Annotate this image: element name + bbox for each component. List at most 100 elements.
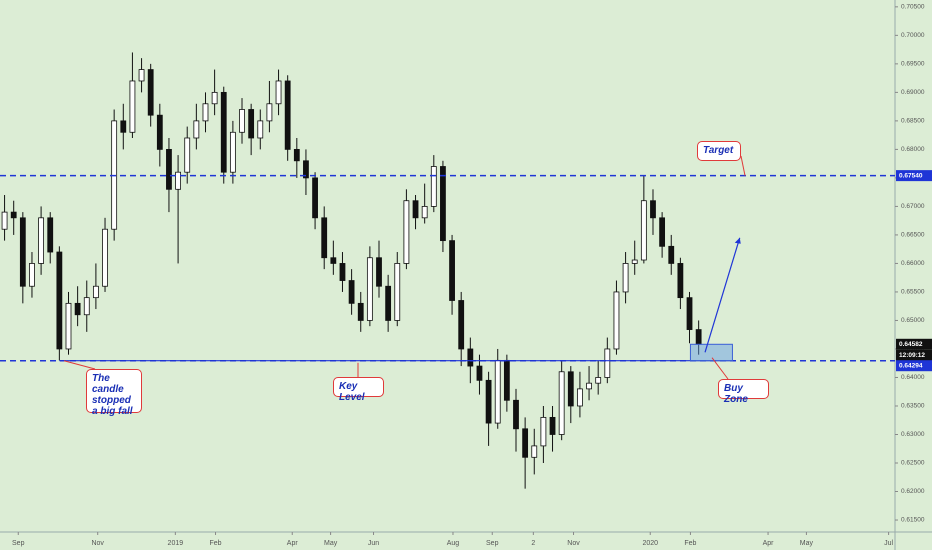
x-tick-label: Jul — [884, 540, 893, 547]
candle-body — [458, 300, 465, 350]
y-tick-label: 0.61500 — [901, 517, 925, 524]
callout-pointer — [711, 357, 729, 380]
candle-body — [284, 80, 291, 150]
candle-body — [394, 263, 401, 321]
x-tick-label: Nov — [91, 540, 104, 547]
candle-body — [248, 109, 255, 139]
candle-body — [513, 399, 519, 430]
price-label-box — [896, 349, 932, 361]
candle-body — [321, 217, 328, 259]
x-tick-label: Sep — [12, 540, 25, 547]
candle-body — [412, 200, 419, 219]
candle-body — [120, 120, 127, 133]
candle-body — [567, 371, 574, 407]
candle-body — [540, 416, 547, 447]
y-tick-label: 0.64000 — [901, 374, 925, 381]
candle-body — [38, 217, 44, 264]
x-tick-label: 2 — [531, 540, 535, 547]
candle-body — [147, 69, 154, 116]
candle-body — [229, 131, 236, 173]
candle-body — [577, 388, 583, 407]
x-tick-label: Nov — [567, 540, 580, 547]
candle-body — [650, 200, 656, 219]
buy-zone — [689, 343, 733, 362]
candle-body — [330, 257, 337, 264]
candle-body — [613, 291, 620, 350]
candle-body — [211, 91, 218, 105]
x-tick-label: 2020 — [642, 540, 658, 547]
candle-body — [184, 137, 191, 173]
y-tick-label: 0.68000 — [901, 146, 925, 153]
candle-body — [522, 428, 529, 458]
x-tick-label: Jun — [368, 540, 379, 547]
candle-body — [476, 365, 483, 381]
y-tick-label: 0.63000 — [901, 431, 925, 438]
candle-body — [695, 329, 702, 345]
candle-body — [668, 245, 675, 264]
candle-body — [403, 200, 410, 264]
y-tick-label: 0.62000 — [901, 488, 925, 495]
candle-body — [65, 302, 72, 350]
y-tick-label: 0.67000 — [901, 203, 925, 210]
candle-body — [640, 200, 647, 261]
y-tick-label: 0.70500 — [901, 4, 925, 11]
candle-body — [467, 348, 474, 367]
annotation: Target — [697, 141, 741, 161]
x-tick-label: May — [800, 540, 814, 547]
candle-body — [531, 445, 538, 458]
candle-body — [686, 297, 693, 330]
candle-body — [74, 302, 81, 316]
annotation: Key Level — [333, 377, 384, 403]
candle-body — [485, 379, 492, 424]
y-tick-label: 0.65500 — [901, 289, 925, 296]
candle-body — [376, 257, 382, 287]
candle-body — [56, 251, 63, 350]
y-tick-label: 0.70000 — [901, 32, 925, 39]
candle-body — [83, 297, 90, 316]
candle-body — [440, 166, 446, 242]
candle-body — [622, 263, 629, 293]
x-tick-label: Sep — [486, 540, 499, 547]
candle-body — [293, 148, 300, 162]
x-tick-label: Aug — [447, 540, 460, 547]
candle-body — [385, 285, 392, 321]
candle-body — [430, 166, 437, 207]
y-tick-label: 0.69000 — [901, 89, 925, 96]
callout-pointer — [63, 360, 96, 370]
price-label-box — [896, 170, 932, 182]
candle-body — [312, 177, 318, 219]
price-label: 0.67540 — [899, 172, 923, 179]
candle-body — [677, 263, 684, 299]
candle-body — [266, 103, 273, 122]
y-tick-label: 0.63500 — [901, 403, 925, 410]
candle-body — [129, 80, 136, 133]
candle-body — [357, 302, 364, 321]
candle-body — [659, 217, 666, 247]
candle-body — [303, 160, 309, 179]
y-tick-label: 0.68500 — [901, 118, 925, 125]
candle-body — [494, 359, 501, 424]
x-tick-label: Feb — [684, 540, 696, 547]
y-tick-label: 0.66000 — [901, 260, 925, 267]
annotation: The candle stopped a big fall — [86, 369, 142, 417]
candle-body — [239, 109, 245, 133]
x-tick-label: Apr — [287, 540, 299, 547]
candle-body — [275, 80, 282, 105]
candle-body — [92, 285, 99, 299]
candle-body — [175, 171, 181, 190]
candle-body — [348, 280, 355, 304]
candle-body — [202, 103, 209, 122]
candle-body — [19, 217, 26, 287]
candle-body — [166, 148, 172, 190]
x-tick-label: May — [324, 540, 338, 547]
x-tick-label: 2019 — [168, 540, 184, 547]
price-label: 0.64294 — [899, 362, 923, 369]
y-tick-label: 0.62500 — [901, 460, 925, 467]
candle-body — [595, 377, 602, 384]
candle-body — [47, 217, 54, 253]
candle-body — [257, 120, 264, 139]
arrow-head — [734, 237, 741, 244]
x-tick-label: Apr — [763, 540, 775, 547]
